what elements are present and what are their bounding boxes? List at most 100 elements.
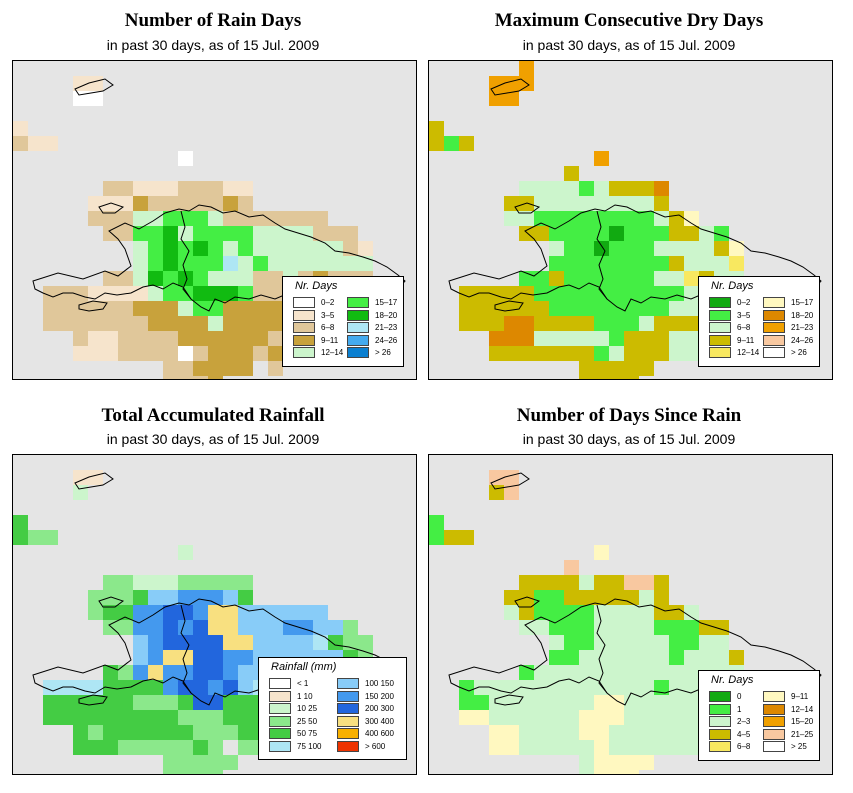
country-border [180, 210, 192, 300]
grid-cell [654, 181, 669, 196]
legend-item: 18–20 [347, 309, 397, 322]
grid-cell [268, 620, 283, 635]
grid-cell [579, 286, 594, 301]
grid-cell [684, 256, 699, 271]
grid-cell [594, 346, 609, 361]
grid-cell [669, 346, 684, 361]
grid-cell [133, 256, 148, 271]
grid-cell [609, 286, 624, 301]
grid-cell [223, 241, 238, 256]
grid-cell [459, 530, 474, 545]
grid-cell [459, 316, 474, 331]
grid-cell [208, 256, 223, 271]
grid-cell [654, 316, 669, 331]
legend-item: 15–17 [763, 297, 813, 309]
grid-cell [654, 331, 669, 346]
grid-cell [684, 301, 699, 316]
legend-item: 1 [709, 703, 759, 716]
grid-cell [253, 241, 268, 256]
grid-cell [489, 316, 504, 331]
grid-cell [504, 286, 519, 301]
legend-swatch [347, 334, 369, 346]
grid-cell [148, 740, 163, 755]
grid-cell [474, 316, 489, 331]
grid-cell [358, 635, 373, 650]
grid-cell [298, 635, 313, 650]
grid-cell [684, 346, 699, 361]
grid-cell [88, 740, 103, 755]
grid-cell [669, 211, 684, 226]
grid-cell [684, 635, 699, 650]
grid-cell [118, 211, 133, 226]
grid-cell [549, 211, 564, 226]
grid-cell [208, 755, 223, 770]
grid-cell [43, 286, 58, 301]
grid-cell [504, 91, 519, 106]
grid-cell [624, 740, 639, 755]
grid-cell [328, 226, 343, 241]
grid-cell [238, 226, 253, 241]
grid-cell [148, 211, 163, 226]
grid-cell [223, 620, 238, 635]
grid-cell [238, 725, 253, 740]
grid-cell [579, 226, 594, 241]
grid-cell [609, 226, 624, 241]
grid-cell [193, 331, 208, 346]
grid-cell [489, 91, 504, 106]
grid-cell [178, 211, 193, 226]
grid-cell [549, 650, 564, 665]
grid-cell [223, 710, 238, 725]
grid-cell [654, 590, 669, 605]
grid-cell [579, 271, 594, 286]
grid-cell [489, 725, 504, 740]
grid-cell [148, 725, 163, 740]
legend-label: 24–26 [791, 335, 814, 345]
grid-cell [549, 196, 564, 211]
grid-cell [223, 271, 238, 286]
grid-cell [208, 346, 223, 361]
grid-cell [579, 695, 594, 710]
grid-cell [549, 331, 564, 346]
grid-cell [669, 256, 684, 271]
grid-cell [654, 226, 669, 241]
grid-cell [88, 301, 103, 316]
grid-cell [103, 346, 118, 361]
grid-cell [624, 755, 639, 770]
grid-cell [519, 620, 534, 635]
grid-cell [163, 695, 178, 710]
grid-cell [208, 665, 223, 680]
grid-cell [654, 725, 669, 740]
grid-cell [624, 680, 639, 695]
legend-label: 9–11 [737, 335, 755, 345]
grid-cell [268, 256, 283, 271]
grid-cell [504, 346, 519, 361]
grid-cell [579, 680, 594, 695]
grid-cell [669, 301, 684, 316]
grid-cell [238, 256, 253, 271]
panel-subtitle: in past 30 days, as of 15 Jul. 2009 [522, 431, 736, 447]
grid-cell [594, 635, 609, 650]
grid-cell [43, 710, 58, 725]
grid-cell [73, 470, 88, 485]
legend-label: 12–14 [791, 704, 814, 714]
panel-title: Number of Rain Days [124, 10, 302, 31]
legend-item: 18–20 [763, 309, 813, 322]
panel-subtitle: in past 30 days, as of 15 Jul. 2009 [106, 37, 320, 53]
grid-cell [148, 695, 163, 710]
grid-cell [253, 346, 268, 361]
grid-cell [504, 680, 519, 695]
grid-cell [88, 695, 103, 710]
grid-cell [178, 181, 193, 196]
grid-cell [579, 620, 594, 635]
grid-cell [579, 256, 594, 271]
legend-item: 15–20 [763, 716, 813, 728]
grid-cell [564, 196, 579, 211]
legend-swatch [337, 728, 359, 739]
grid-cell [594, 226, 609, 241]
grid-cell [238, 271, 253, 286]
grid-cell [594, 196, 609, 211]
grid-cell [564, 241, 579, 256]
grid-cell [163, 256, 178, 271]
grid-cell [639, 575, 654, 590]
legend-item: 9–11 [293, 334, 343, 347]
